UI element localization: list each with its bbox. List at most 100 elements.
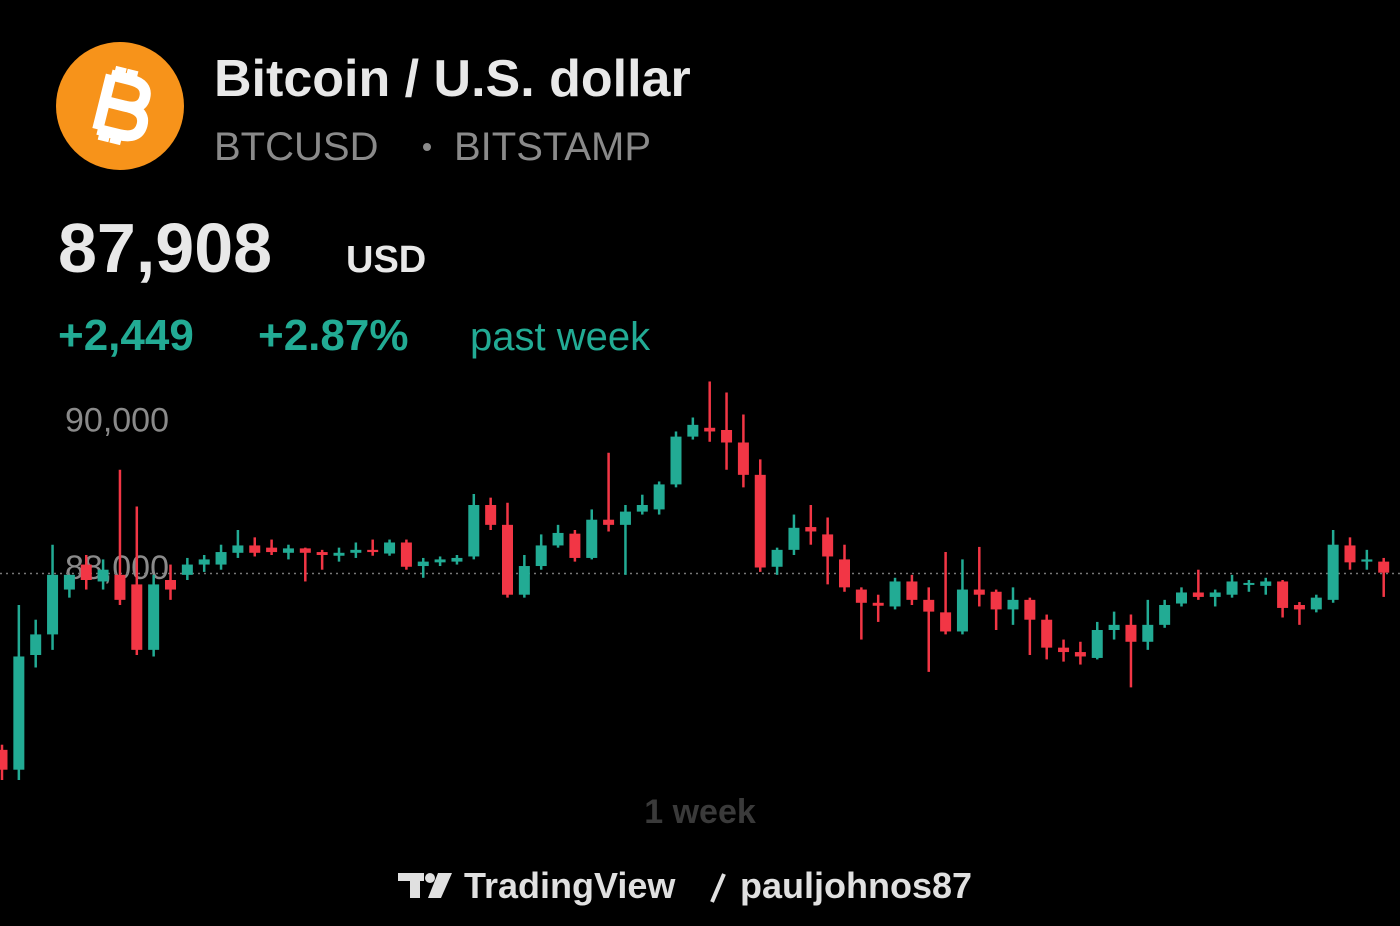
symbol: BTCUSD (214, 125, 378, 169)
candle-body (721, 430, 733, 443)
candle-body (1125, 624, 1137, 642)
candle-body (350, 549, 362, 553)
candle-body (468, 505, 480, 557)
candle-body (13, 656, 25, 770)
candle-body (586, 519, 598, 558)
candle-body (63, 574, 75, 590)
candle-body (855, 589, 867, 603)
candle-body (754, 474, 766, 568)
candle-body (114, 574, 126, 600)
candle-body (1226, 581, 1238, 595)
currency: USD (346, 239, 426, 281)
candle-body (923, 599, 935, 612)
candle-body (1310, 597, 1322, 610)
candle-body (299, 548, 311, 553)
candle-body (569, 533, 581, 558)
candle-body (805, 527, 817, 532)
candle-body (771, 549, 783, 567)
change-percent: +2.87% (258, 311, 408, 360)
candle-body (1024, 599, 1036, 620)
tradingview-logo (398, 873, 452, 898)
candle-body (889, 581, 901, 607)
candle-body (266, 547, 278, 553)
candle-body (249, 545, 261, 553)
logo-part (428, 873, 452, 898)
candle-body (839, 559, 850, 588)
candle-body (788, 527, 800, 550)
candle-body (1041, 619, 1053, 648)
candle-body (636, 505, 648, 512)
candle-body (181, 564, 193, 575)
logo-part (410, 873, 420, 898)
candle-body (1176, 592, 1187, 604)
title: Bitcoin / U.S. dollar (214, 50, 691, 108)
logo-glyph (92, 65, 151, 146)
candle-body (956, 589, 968, 632)
y-tick-label: 90,000 (65, 402, 169, 440)
candle-body (603, 519, 615, 525)
price: 87,908 (58, 209, 272, 287)
candle-body (1007, 599, 1019, 610)
candle-body (1361, 559, 1373, 562)
candle-body (973, 589, 985, 595)
candle-body (232, 545, 244, 553)
candle-body (737, 442, 749, 475)
candle-body (1243, 582, 1255, 585)
candle-body (47, 574, 59, 635)
candle-body (148, 584, 160, 650)
candle-body (198, 559, 210, 565)
candle-body (653, 484, 665, 510)
candle-body (1091, 630, 1103, 658)
candle-body (906, 581, 918, 600)
candle-body (940, 612, 952, 632)
candle-body (670, 436, 682, 485)
candle-body (1378, 561, 1390, 573)
candle-body (1344, 545, 1356, 563)
candle-body (1192, 592, 1204, 597)
user: pauljohnos87 (740, 865, 972, 906)
bitcoin-logo (56, 42, 184, 170)
candle-body (704, 427, 716, 432)
candle-body (215, 552, 227, 565)
candle-body (990, 591, 1002, 610)
candle-body (1159, 605, 1171, 625)
candle-body (1260, 581, 1272, 586)
candle-body (1293, 605, 1305, 610)
candle-body (165, 580, 176, 590)
exchange: BITSTAMP (454, 125, 651, 169)
candle-body (1058, 647, 1070, 653)
candle-body (451, 557, 463, 562)
candle-body (367, 549, 379, 553)
candle-body (502, 524, 513, 595)
candle-body (822, 534, 834, 557)
slash (710, 873, 726, 903)
candle-body (1108, 624, 1120, 630)
candle-body (1277, 581, 1289, 608)
candle-body (97, 569, 109, 582)
candle-body (552, 532, 564, 546)
candle-body (80, 564, 92, 580)
candle-body (518, 566, 530, 595)
candle-body (333, 552, 345, 556)
candle-body (417, 561, 429, 567)
candle-body (619, 511, 631, 525)
candle-body (687, 424, 699, 437)
candle-body (1074, 652, 1086, 657)
logo-part (425, 873, 435, 883)
period: past week (470, 315, 651, 359)
candle-body (282, 548, 294, 553)
candle-body (1142, 624, 1154, 642)
candle-body (131, 584, 143, 650)
candle-body (384, 542, 396, 554)
candle-body (1209, 592, 1221, 597)
brand: TradingView (464, 865, 676, 906)
separator-dot (423, 143, 431, 151)
candle-body (316, 552, 328, 555)
candle-body (30, 634, 42, 655)
candle-body (434, 559, 446, 563)
candle-body (400, 542, 412, 567)
